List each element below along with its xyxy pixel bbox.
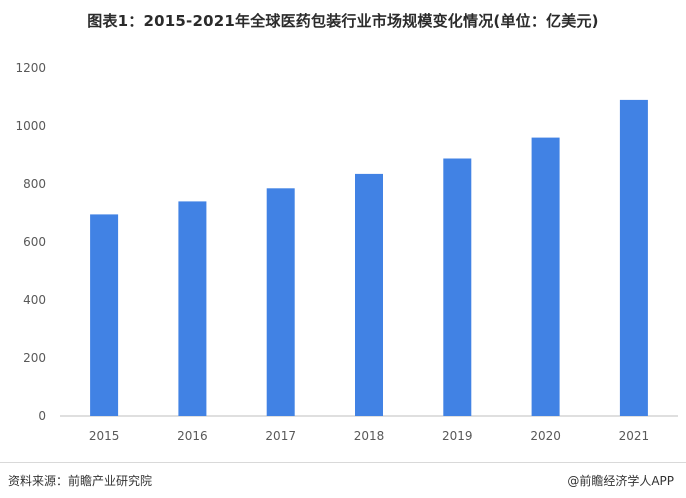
x-tick-label: 2018	[354, 429, 385, 443]
bar-2020	[531, 137, 560, 416]
x-tick-label: 2019	[442, 429, 473, 443]
chart-title: 图表1：2015-2021年全球医药包装行业市场规模变化情况(单位：亿美元)	[87, 12, 599, 30]
bar-2019	[443, 158, 472, 416]
bar-2016	[178, 201, 207, 416]
bar-2017	[266, 188, 295, 416]
x-tick-label: 2021	[619, 429, 650, 443]
x-tick-label: 2020	[530, 429, 561, 443]
y-tick-label: 400	[23, 293, 46, 307]
y-axis-ticks: 0 200 400 600 800 1000 1200	[15, 61, 46, 423]
bar-2015	[90, 214, 119, 416]
x-tick-label: 2016	[177, 429, 208, 443]
footer-divider	[0, 462, 686, 463]
y-tick-label: 600	[23, 235, 46, 249]
y-tick-label: 0	[38, 409, 46, 423]
x-tick-label: 2017	[265, 429, 296, 443]
brand-credit: @前瞻经济学人APP	[567, 474, 674, 488]
x-tick-label: 2015	[89, 429, 120, 443]
x-axis-ticks: 2015 2016 2017 2018 2019 2020 2021	[89, 429, 649, 443]
source-note: 资料来源：前瞻产业研究院	[8, 474, 153, 488]
y-tick-label: 800	[23, 177, 46, 191]
bars-group	[90, 99, 648, 417]
bar-2018	[355, 173, 383, 416]
y-tick-label: 1000	[15, 119, 46, 133]
y-tick-label: 200	[23, 351, 46, 365]
y-tick-label: 1200	[15, 61, 46, 75]
bar-2021	[619, 99, 648, 417]
